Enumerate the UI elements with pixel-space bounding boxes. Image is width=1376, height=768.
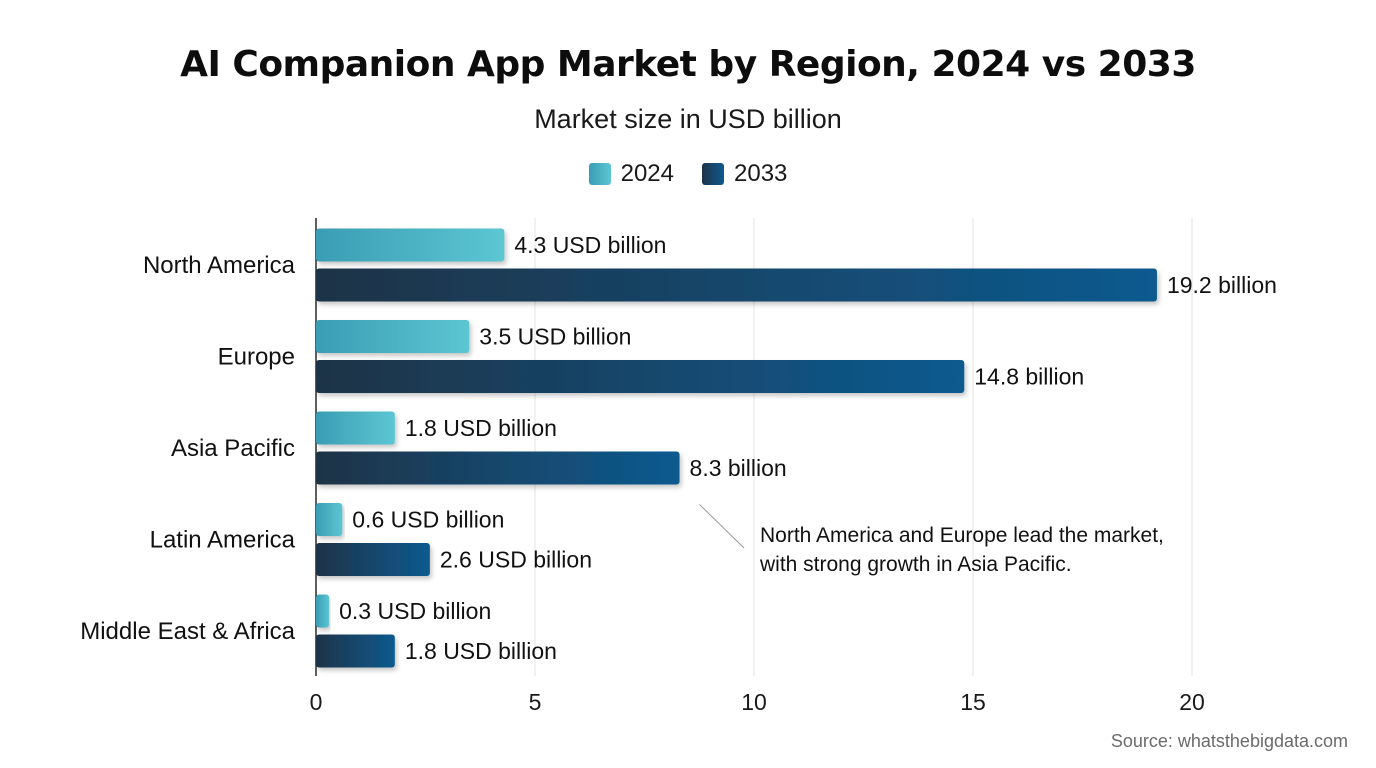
legend-swatch-2033 [702, 163, 724, 185]
legend-swatch-2024 [588, 163, 611, 185]
data-label-2033-middle-east-africa: 1.8 USD billion [405, 638, 557, 664]
bar-2033-asia-pacific [316, 451, 680, 485]
data-label-2033-asia-pacific: 8.3 billion [690, 455, 787, 481]
chart-title: AI Companion App Market by Region, 2024 … [180, 44, 1196, 85]
legend-label-2033: 2033 [734, 160, 788, 187]
legend: 2024 2033 [0, 160, 1376, 188]
data-label-2024-europe: 3.5 USD billion [479, 324, 631, 350]
legend-item-2033: 2033 [702, 160, 787, 188]
x-tick-label-20: 20 [1179, 689, 1205, 715]
data-label-2033-europe: 14.8 billion [974, 364, 1084, 390]
bar-2024-north-america [316, 228, 505, 262]
x-tick-label-0: 0 [310, 689, 323, 715]
legend-label-2024: 2024 [620, 160, 674, 187]
data-label-2033-north-america: 19.2 billion [1167, 272, 1277, 298]
x-tick-label-15: 15 [960, 689, 986, 715]
bar-2024-europe [316, 320, 470, 353]
category-label-middle-east-africa: Middle East & Africa [80, 618, 295, 645]
category-label-north-america: North America [143, 252, 296, 279]
bar-2024-middle-east-africa [316, 594, 330, 628]
bar-2033-europe [316, 360, 965, 393]
category-label-europe: Europe [218, 344, 295, 371]
x-tick-label-10: 10 [741, 689, 767, 715]
bar-2024-asia-pacific [316, 411, 395, 445]
annotation-text-line-1: North America and Europe lead the market… [760, 524, 1164, 547]
data-label-2024-middle-east-africa: 0.3 USD billion [339, 598, 491, 624]
annotation-leader-line [699, 504, 745, 549]
bar-2024-latin-america [316, 503, 343, 536]
chart-subtitle: Market size in USD billion [534, 104, 842, 134]
category-label-latin-america: Latin America [150, 527, 296, 554]
annotation-text-line-2: with strong growth in Asia Pacific. [759, 553, 1072, 576]
legend-item-2024: 2024 [588, 160, 674, 188]
category-label-asia-pacific: Asia Pacific [171, 435, 295, 462]
bar-2033-latin-america [316, 543, 430, 576]
data-label-2024-latin-america: 0.6 USD billion [352, 507, 504, 533]
bar-2033-north-america [316, 268, 1157, 302]
source-note: Source: whatsthebigdata.com [1110, 731, 1348, 751]
x-tick-label-5: 5 [529, 689, 542, 715]
bar-2033-middle-east-africa [316, 634, 395, 668]
data-label-2033-latin-america: 2.6 USD billion [440, 547, 592, 573]
data-label-2024-asia-pacific: 1.8 USD billion [405, 415, 557, 441]
data-label-2024-north-america: 4.3 USD billion [514, 232, 666, 258]
